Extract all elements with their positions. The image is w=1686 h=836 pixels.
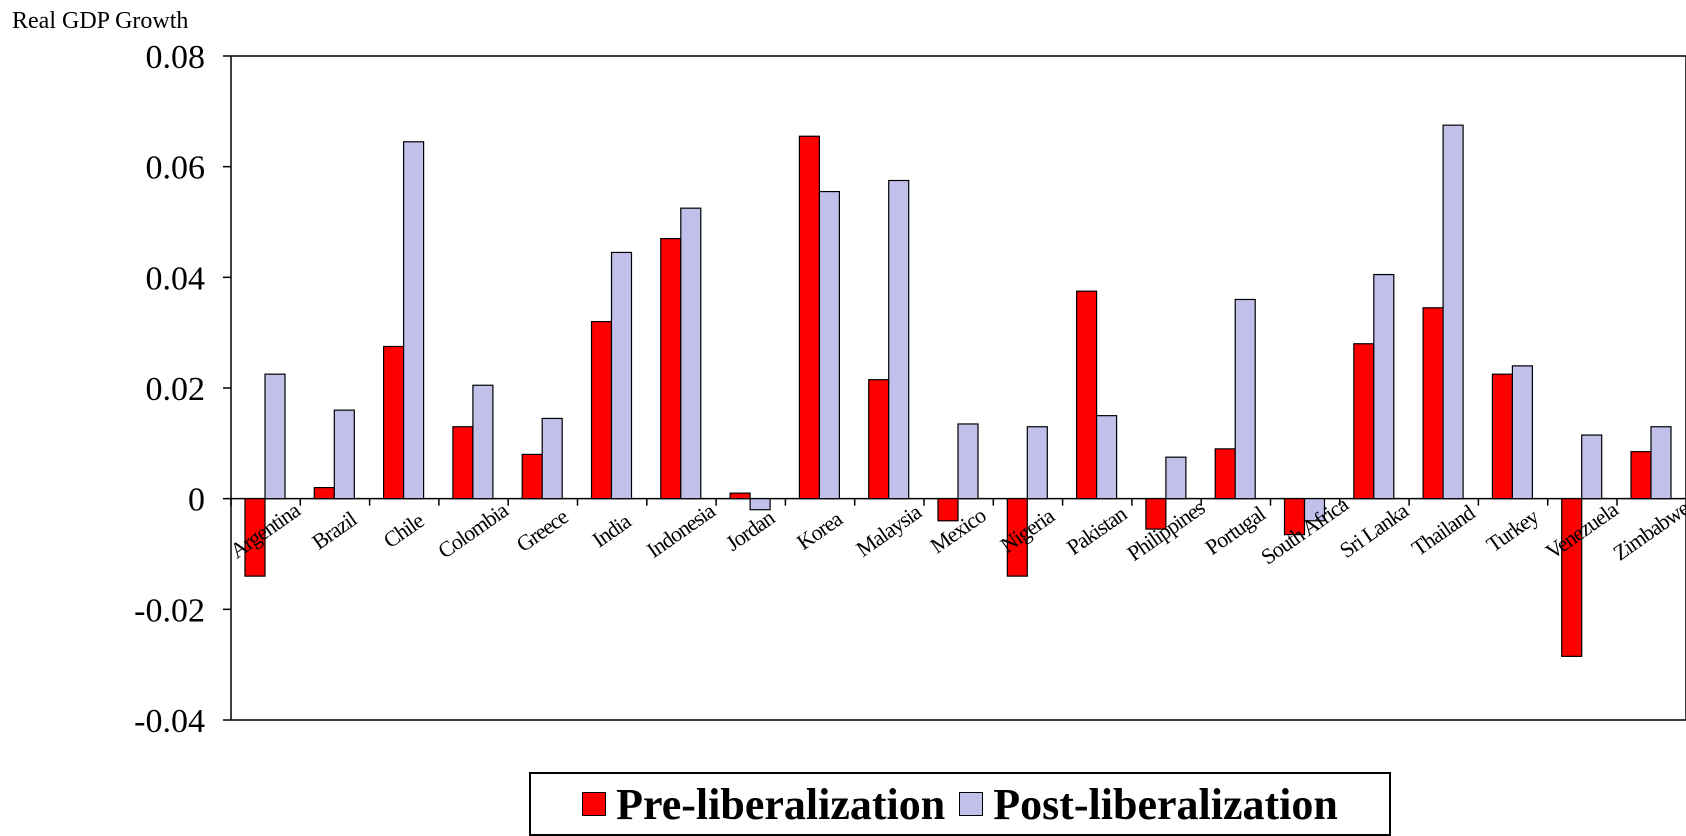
legend-swatch-post xyxy=(959,792,984,816)
bar-pre-india xyxy=(590,321,613,500)
bar-pre-nigeria xyxy=(1006,498,1028,577)
y-tick-label: 0 xyxy=(188,482,205,519)
bar-post-jordan xyxy=(749,498,771,511)
legend-item-post: Post-liberalization xyxy=(959,779,1338,830)
y-tick-label: 0.08 xyxy=(146,39,206,76)
legend-label-post: Post-liberalization xyxy=(993,779,1338,829)
y-tick-label: -0.04 xyxy=(134,703,205,740)
bar-pre-philippines xyxy=(1145,498,1167,530)
bar-pre-venezuela xyxy=(1561,498,1583,657)
legend-swatch-pre xyxy=(582,792,607,816)
bar-post-zimbabwe xyxy=(1650,426,1672,500)
x-tick-label-turkey: Turkey xyxy=(1482,503,1544,557)
bar-pre-brazil xyxy=(313,487,335,500)
y-tick-label: -0.02 xyxy=(134,592,205,629)
bar-pre-turkey xyxy=(1491,373,1514,500)
bar-post-india xyxy=(610,251,633,500)
bar-pre-jordan xyxy=(729,492,751,500)
bar-pre-chile xyxy=(383,345,405,500)
bar-pre-argentina xyxy=(244,498,266,577)
bar-post-chile xyxy=(403,141,425,500)
bar-post-thailand xyxy=(1442,124,1464,500)
bar-post-malaysia xyxy=(888,179,910,500)
x-tick-label-thailand: Thailand xyxy=(1407,500,1480,561)
bar-post-portugal xyxy=(1234,298,1256,500)
bar-post-mexico xyxy=(957,423,979,500)
bar-pre-sri-lanka xyxy=(1353,343,1375,500)
x-tick-label-chile: Chile xyxy=(379,508,428,553)
bar-pre-zimbabwe xyxy=(1630,451,1652,500)
bar-post-korea xyxy=(818,190,841,500)
x-tick-label-indonesia: Indonesia xyxy=(642,498,720,563)
bar-post-greece xyxy=(541,417,563,500)
bar-post-turkey xyxy=(1511,365,1534,500)
bar-pre-pakistan xyxy=(1075,290,1098,500)
x-tick-label-jordan: Jordan xyxy=(721,505,779,556)
y-tick-label: 0.04 xyxy=(146,260,206,297)
bar-post-argentina xyxy=(264,373,286,500)
x-tick-label-greece: Greece xyxy=(512,504,573,557)
bar-pre-korea xyxy=(798,135,821,500)
bar-pre-indonesia xyxy=(660,238,682,500)
bar-pre-malaysia xyxy=(868,379,890,500)
bar-post-indonesia xyxy=(680,207,702,500)
legend-label-pre: Pre-liberalization xyxy=(616,779,946,829)
bar-post-south-africa xyxy=(1303,498,1326,522)
bar-pre-greece xyxy=(521,453,543,500)
bar-pre-thailand xyxy=(1422,307,1444,500)
y-tick-label: 0.06 xyxy=(146,150,206,187)
bar-post-sri-lanka xyxy=(1373,273,1395,500)
bar-post-pakistan xyxy=(1095,415,1118,500)
bar-post-philippines xyxy=(1165,456,1187,500)
x-tick-label-india: India xyxy=(588,508,636,552)
x-tick-label-malaysia: Malaysia xyxy=(851,499,926,562)
bar-pre-portugal xyxy=(1214,448,1236,500)
x-tick-label-zimbabwe: Zimbabwe xyxy=(1608,495,1686,565)
x-tick-label-korea: Korea xyxy=(792,506,847,555)
bar-pre-mexico xyxy=(937,498,959,522)
bar-post-venezuela xyxy=(1581,434,1603,500)
y-tick-label: 0.02 xyxy=(146,371,206,408)
x-tick-label-pakistan: Pakistan xyxy=(1062,501,1132,560)
plot-area xyxy=(230,55,1686,721)
y-axis-title: Real GDP Growth xyxy=(12,8,189,34)
bar-pre-colombia xyxy=(452,426,474,500)
bar-post-brazil xyxy=(333,409,355,500)
bar-post-nigeria xyxy=(1026,426,1048,500)
x-tick-label-colombia: Colombia xyxy=(433,497,513,563)
legend-item-pre: Pre-liberalization xyxy=(582,779,945,830)
bar-post-colombia xyxy=(472,384,494,500)
x-tick-label-brazil: Brazil xyxy=(307,506,361,554)
legend: Pre-liberalization Post-liberalization xyxy=(529,772,1391,836)
